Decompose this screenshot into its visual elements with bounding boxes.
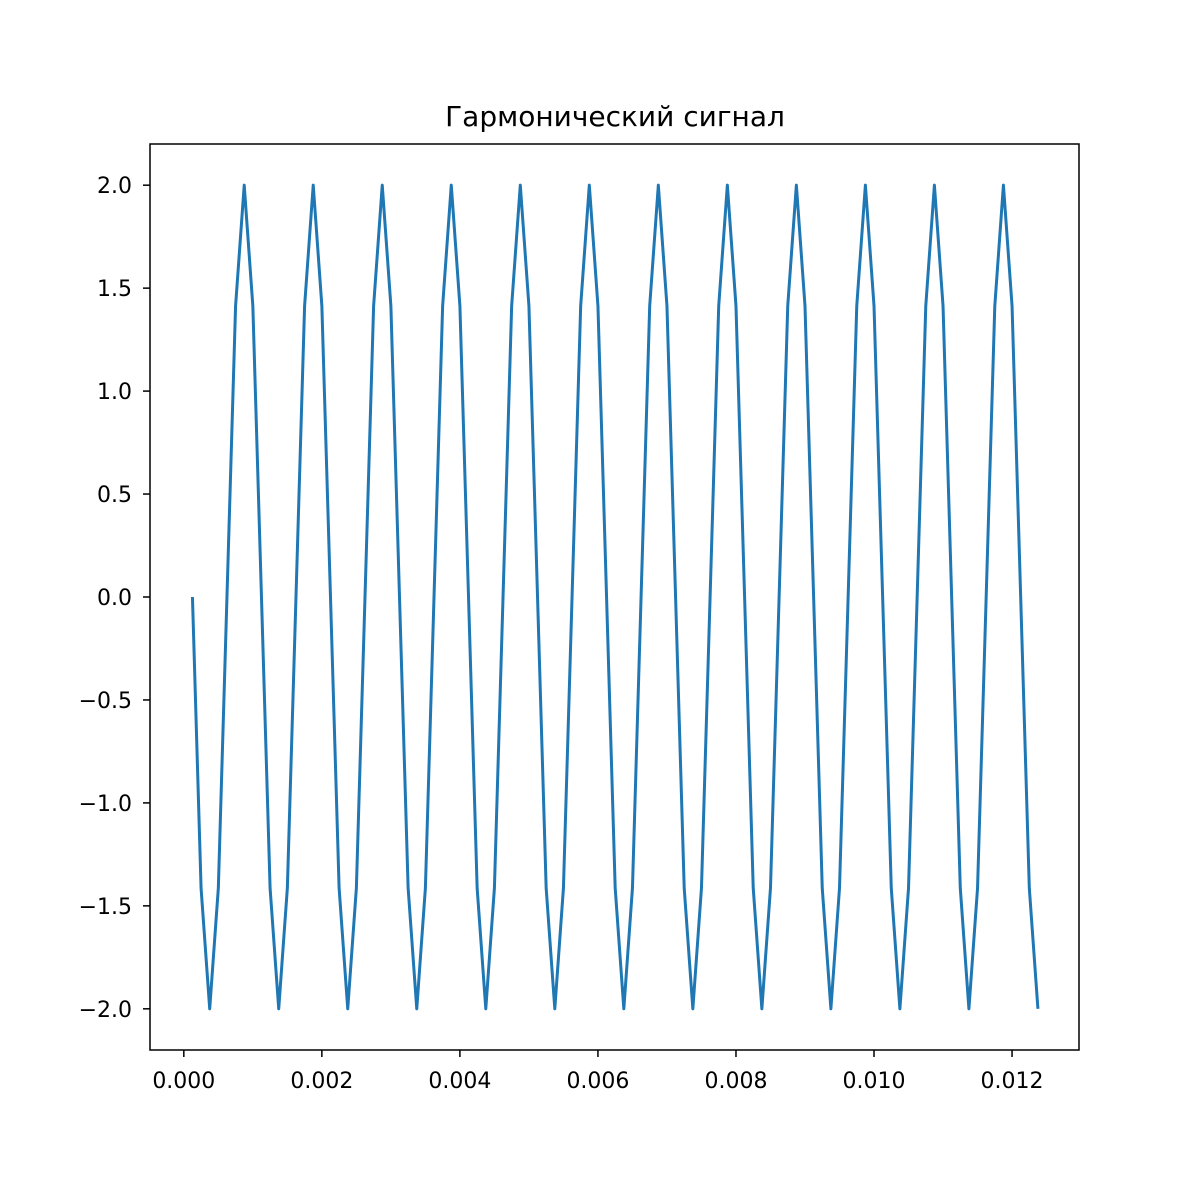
y-tick-label: 2.0 [97,174,132,199]
x-tick-label: 0.006 [566,1069,629,1094]
chart-title: Гармонический сигнал [445,100,785,133]
x-tick-label: 0.004 [428,1069,491,1094]
y-tick-label: −0.5 [79,689,132,714]
axis-ticks: 0.000 0.002 0.004 0.006 0.008 0.010 0.012 2.0 1.… [79,174,1044,1094]
x-tick-label: 0.010 [843,1069,906,1094]
x-tick-label: 0.012 [981,1069,1044,1094]
y-tick-label: 1.0 [97,380,132,405]
y-tick-label: −1.0 [79,792,132,817]
y-tick-label: 0.5 [97,483,132,508]
x-tick-label: 0.000 [152,1069,215,1094]
x-tick-label: 0.008 [704,1069,767,1094]
x-tick-label: 0.002 [290,1069,353,1094]
y-tick-label: 1.5 [97,277,132,302]
y-tick-label: −1.5 [79,895,132,920]
y-tick-label: −2.0 [79,998,132,1023]
series-line [190,183,1040,1011]
y-tick-label: 0.0 [97,586,132,611]
plot-frame [149,143,1080,1051]
